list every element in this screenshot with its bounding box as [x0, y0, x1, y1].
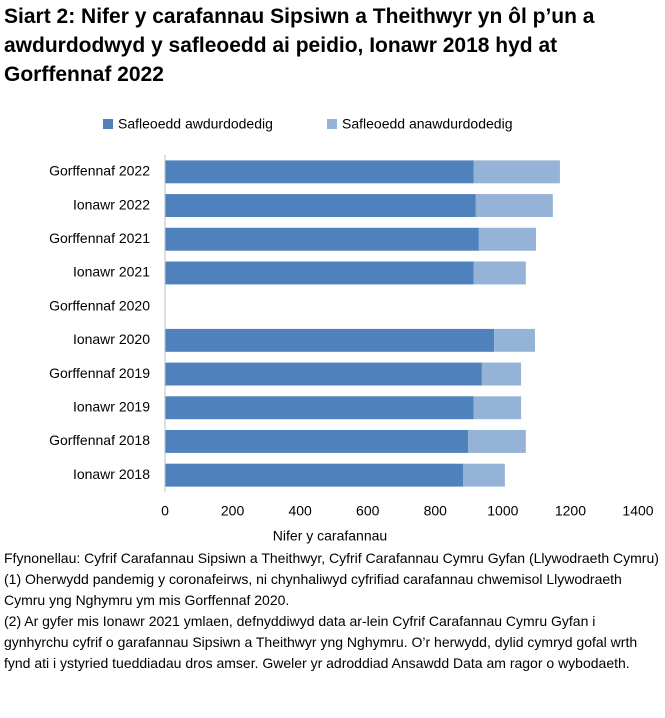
bar-segment	[165, 328, 495, 352]
x-tick-label: 800	[424, 503, 448, 519]
bar-segment	[494, 328, 535, 352]
bar-segment	[165, 261, 474, 285]
x-tick-label: 0	[161, 503, 169, 519]
notes: Ffynonellau: Cyfrif Carafannau Sipsiwn a…	[4, 548, 661, 674]
y-tick-label: Gorffennaf 2021	[49, 230, 150, 246]
bar-segment	[468, 429, 526, 453]
bar-segment	[478, 227, 536, 251]
bar-segment	[165, 160, 474, 184]
legend-label: Safleoedd awdurdodedig	[118, 116, 273, 132]
x-tick-label: 1200	[555, 503, 586, 519]
x-tick-label: 1000	[487, 503, 518, 519]
y-tick-label: Ionawr 2020	[73, 331, 150, 347]
legend-swatch	[103, 119, 113, 129]
note: (2) Ar gyfer mis Ionawr 2021 ymlaen, def…	[4, 613, 638, 671]
y-tick-label: Ionawr 2021	[73, 264, 150, 280]
bar-segment	[165, 396, 474, 420]
y-tick-label: Ionawr 2019	[73, 398, 150, 414]
bar-segment	[475, 194, 553, 218]
bar-segment	[165, 429, 469, 453]
bar-segment	[165, 227, 479, 251]
bar-segment	[473, 396, 522, 420]
y-tick-label: Gorffennaf 2022	[49, 163, 150, 179]
x-tick-label: 600	[356, 503, 380, 519]
x-axis-label: Nifer y carafannau	[273, 528, 387, 544]
x-tick-label: 200	[221, 503, 245, 519]
note: Ffynonellau: Cyfrif Carafannau Sipsiwn a…	[4, 550, 659, 566]
y-tick-label: Gorffennaf 2018	[49, 432, 150, 448]
legend-swatch	[327, 119, 337, 129]
y-tick-label: Gorffennaf 2019	[49, 365, 150, 381]
bar-segment	[473, 160, 560, 184]
chart: Safleoedd awdurdodedig Safleoedd anawdurd…	[49, 116, 654, 544]
bar-segment	[473, 261, 526, 285]
bar-segment	[165, 194, 476, 218]
bar-segment	[462, 463, 505, 487]
chart-title: Siart 2: Nifer y carafannau Sipsiwn a Th…	[4, 5, 595, 86]
y-tick-label: Ionawr 2022	[73, 196, 150, 212]
note: (1) Oherwydd pandemig y coronafeirws, ni…	[4, 571, 622, 608]
x-tick-label: 1400	[622, 503, 653, 519]
y-tick-label: Ionawr 2018	[73, 466, 150, 482]
x-tick-label: 400	[288, 503, 312, 519]
legend-label: Safleoedd anawdurdodedig	[342, 116, 512, 132]
y-tick-label: Gorffennaf 2020	[49, 297, 150, 313]
bar-segment	[165, 463, 463, 487]
bar-segment	[481, 362, 522, 386]
bar-segment	[165, 362, 482, 386]
